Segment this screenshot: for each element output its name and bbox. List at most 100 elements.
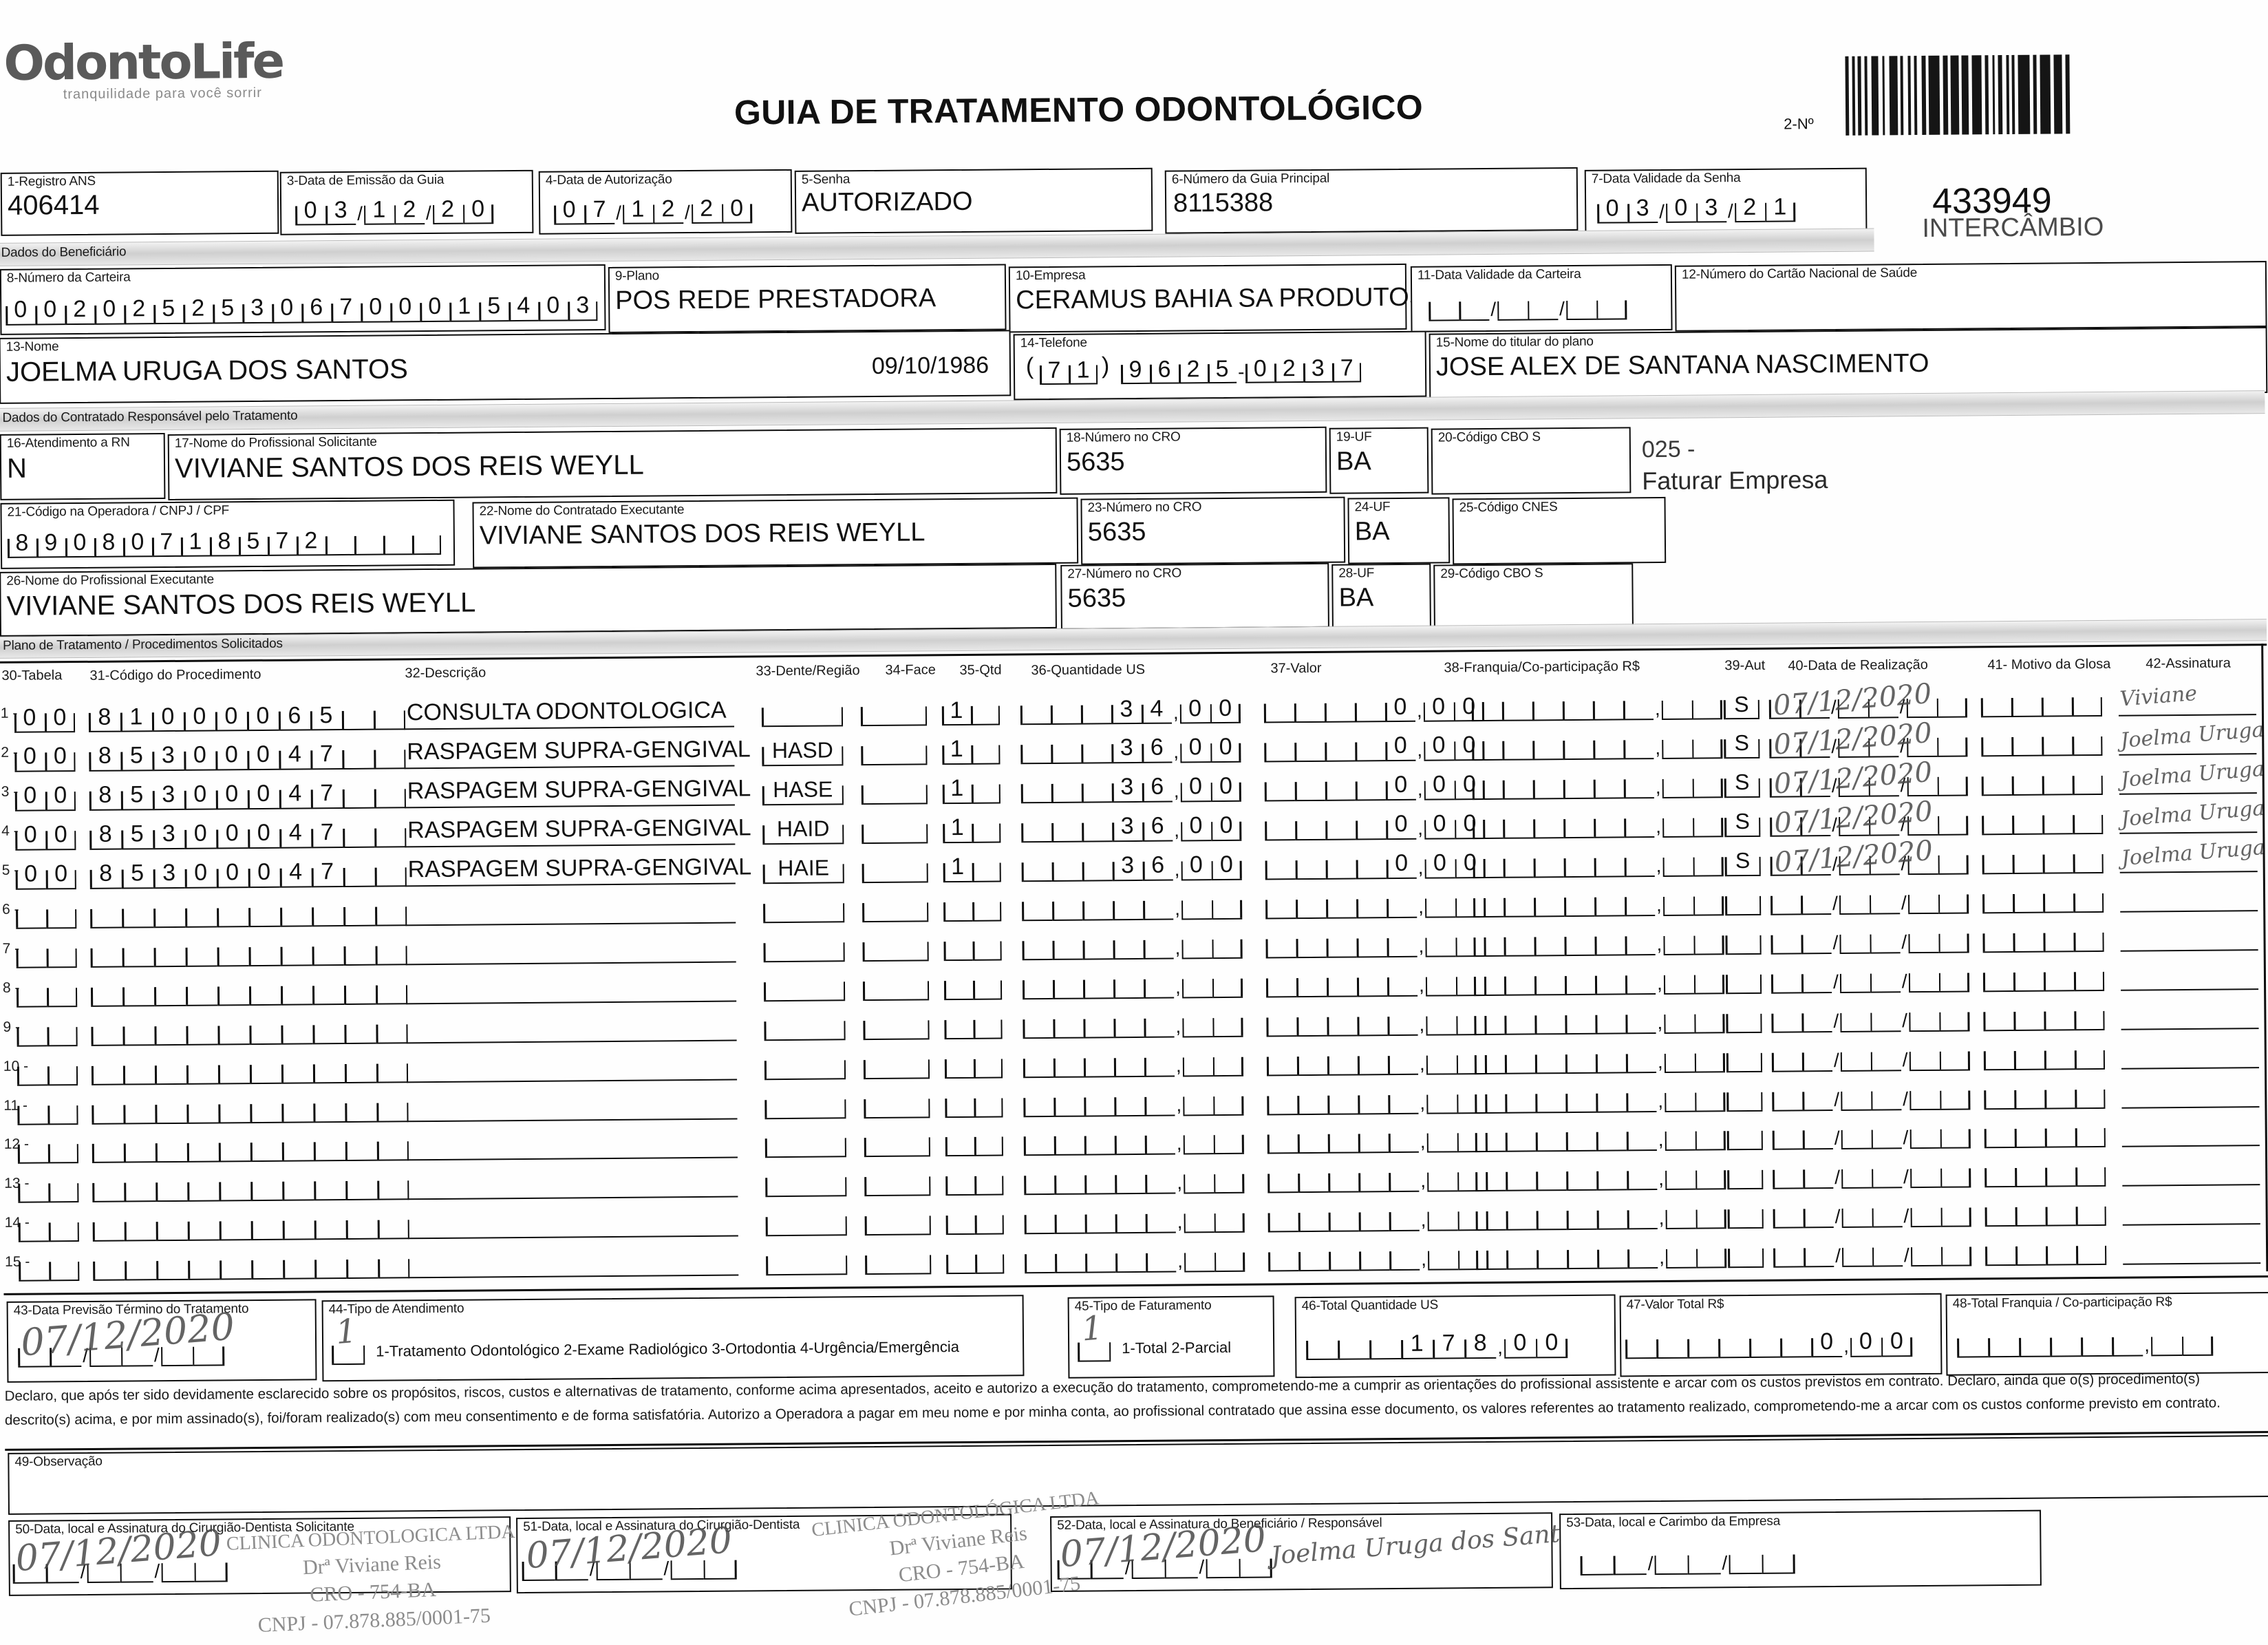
comb-cell[interactable] xyxy=(1563,730,1594,761)
comb-cell[interactable] xyxy=(2015,1197,2046,1227)
comb-cell[interactable] xyxy=(124,1173,156,1202)
comb-cell[interactable] xyxy=(1980,688,2011,718)
comb-cell[interactable] xyxy=(1626,1122,1657,1152)
comb-cell[interactable] xyxy=(1081,774,1112,803)
comb-cell[interactable] xyxy=(1564,926,1595,956)
comb-cell[interactable] xyxy=(1623,769,1654,799)
comb-cell[interactable]: 0 xyxy=(45,781,76,811)
comb-cell[interactable] xyxy=(1596,1200,1627,1231)
comb-cell[interactable]: 1 xyxy=(363,195,395,225)
row-6-dente-regiao[interactable] xyxy=(762,893,845,923)
comb-cell[interactable] xyxy=(1020,695,1051,725)
comb-cell[interactable] xyxy=(2075,1079,2106,1109)
comb-cell[interactable] xyxy=(1114,1087,1145,1116)
comb-cell[interactable] xyxy=(2075,1118,2106,1148)
comb-cell[interactable] xyxy=(1663,926,1694,955)
comb-cell[interactable] xyxy=(1473,888,1504,917)
row-9-quantidade-us[interactable]: , xyxy=(1023,1008,1243,1039)
row-9-face[interactable] xyxy=(863,1010,930,1040)
comb-cell[interactable] xyxy=(1665,1160,1696,1191)
comb-cell[interactable] xyxy=(1145,1165,1176,1195)
comb-cell[interactable] xyxy=(972,892,1002,922)
row-7-valor[interactable]: , xyxy=(1265,927,1486,959)
comb-cell[interactable] xyxy=(1142,891,1174,920)
comb-cell[interactable]: 0 xyxy=(553,195,585,225)
comb-cell[interactable] xyxy=(1263,694,1295,723)
comb-cell[interactable]: 4 xyxy=(279,780,311,809)
comb-cell[interactable] xyxy=(1184,1204,1215,1233)
comb-cell[interactable] xyxy=(1504,927,1534,957)
comb-cell[interactable] xyxy=(186,1016,218,1046)
row-13-qtd[interactable] xyxy=(945,1166,1004,1196)
comb-cell[interactable] xyxy=(1594,926,1625,956)
row-5-dente-regiao[interactable]: HAIE xyxy=(762,854,844,884)
row-14-tabela[interactable] xyxy=(18,1213,79,1243)
comb-cell[interactable] xyxy=(1504,966,1535,996)
comb-cell[interactable]: 6 xyxy=(1142,812,1173,842)
comb-cell[interactable] xyxy=(1475,1163,1506,1192)
comb-cell[interactable] xyxy=(1051,813,1082,842)
comb-cell[interactable] xyxy=(2075,1197,2106,1227)
comb-cell[interactable]: 0 xyxy=(184,741,216,771)
comb-cell[interactable] xyxy=(1471,692,1503,722)
comb-cell[interactable] xyxy=(219,1172,251,1202)
comb-cell[interactable] xyxy=(1984,1080,2015,1110)
row-6-franquia[interactable]: , xyxy=(1473,887,1724,917)
comb-cell[interactable] xyxy=(345,1132,377,1162)
comb-cell[interactable]: 0 xyxy=(216,819,248,849)
comb-cell[interactable] xyxy=(312,1054,345,1083)
comb-cell[interactable] xyxy=(1144,1048,1175,1077)
row-9-codigo[interactable] xyxy=(91,1014,408,1046)
comb-cell[interactable] xyxy=(1298,1203,1329,1233)
comb-cell[interactable]: 0 xyxy=(45,860,76,890)
comb-cell[interactable] xyxy=(1661,690,1692,720)
row-7-motivo-glosa[interactable] xyxy=(1982,922,2104,953)
comb-cell[interactable] xyxy=(944,1049,974,1079)
row-1-motivo-glosa[interactable] xyxy=(1980,687,2102,718)
comb-cell[interactable] xyxy=(248,976,281,1006)
comb-cell[interactable] xyxy=(1565,290,1596,321)
row-5-motivo-glosa[interactable] xyxy=(1982,844,2104,875)
comb-cell[interactable]: 5 xyxy=(120,781,153,811)
comb-cell[interactable]: 0 xyxy=(14,743,45,772)
comb-cell[interactable] xyxy=(2011,805,2043,835)
comb-cell[interactable] xyxy=(89,899,122,928)
comb-cell[interactable] xyxy=(973,1049,1003,1079)
comb-cell[interactable] xyxy=(1264,772,1295,802)
comb-cell[interactable] xyxy=(1771,1003,1802,1033)
comb-cell[interactable]: 3 xyxy=(568,290,598,321)
comb-cell[interactable] xyxy=(19,1252,50,1282)
row-15-valor[interactable]: , xyxy=(1267,1241,1489,1272)
comb-cell[interactable]: 0 xyxy=(184,859,217,889)
comb-cell[interactable] xyxy=(1213,1165,1245,1194)
comb-cell[interactable] xyxy=(1354,693,1386,723)
comb-cell[interactable]: 1 xyxy=(1764,193,1795,222)
comb-cell[interactable] xyxy=(1773,1160,1804,1190)
row-14-quantidade-us[interactable]: , xyxy=(1024,1204,1245,1235)
row-15-franquia[interactable]: , xyxy=(1475,1239,1727,1271)
row-8-franquia[interactable]: , xyxy=(1473,964,1724,996)
comb-cell[interactable] xyxy=(1984,1237,2016,1266)
comb-cell[interactable]: 7 xyxy=(151,527,182,558)
comb-cell[interactable] xyxy=(1840,1003,1871,1032)
comb-cell[interactable] xyxy=(1388,1124,1419,1154)
comb-cell[interactable]: 0 xyxy=(184,781,216,810)
comb-cell[interactable] xyxy=(1938,963,1969,993)
comb-cell[interactable] xyxy=(1563,809,1594,838)
comb-cell[interactable] xyxy=(313,1132,345,1162)
comb-cell[interactable] xyxy=(1565,1123,1596,1152)
row-11-tabela[interactable] xyxy=(17,1095,78,1125)
comb-cell[interactable] xyxy=(1839,964,1870,993)
comb-cell[interactable] xyxy=(1772,1081,1803,1112)
comb-cell[interactable] xyxy=(1145,1243,1177,1273)
comb-cell[interactable] xyxy=(1052,931,1083,960)
row-14-face[interactable] xyxy=(864,1206,931,1236)
comb-cell[interactable] xyxy=(1872,1238,1903,1267)
comb-cell[interactable] xyxy=(1533,809,1564,839)
comb-cell[interactable] xyxy=(1265,811,1296,841)
comb-cell[interactable] xyxy=(1627,1200,1658,1230)
comb-cell[interactable] xyxy=(187,1172,220,1202)
